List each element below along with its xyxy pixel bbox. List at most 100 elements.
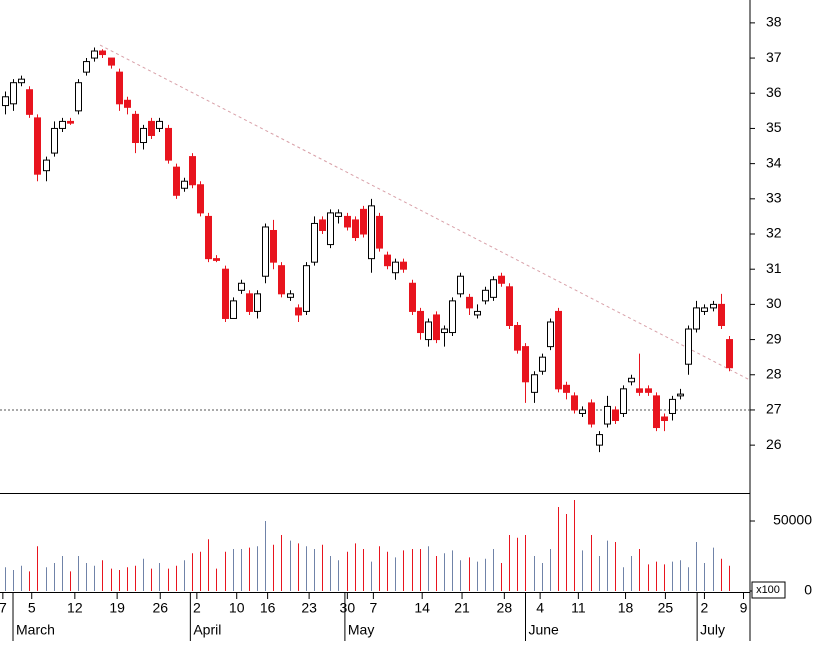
candle-body	[466, 296, 473, 309]
candle-body	[661, 416, 668, 422]
candle-body	[376, 215, 383, 249]
y-tick-label: 33	[766, 190, 782, 206]
candle-body	[645, 388, 652, 393]
candle-body	[490, 279, 497, 298]
candle-body	[295, 307, 302, 316]
candle-body	[498, 275, 505, 284]
x-tick-label: 5	[28, 600, 36, 616]
candle-body	[189, 156, 196, 186]
candle-body	[91, 50, 98, 59]
candle-body	[441, 328, 448, 334]
x-tick-label: 26	[152, 600, 168, 616]
candle-body	[311, 222, 318, 263]
candle-body	[571, 395, 578, 411]
candle-body	[75, 82, 82, 112]
month-label: July	[700, 622, 725, 638]
candle-body	[319, 219, 326, 231]
y-tick-label: 30	[766, 295, 782, 311]
candle-body	[344, 215, 351, 228]
candle-body	[514, 324, 521, 351]
candle-body	[67, 120, 74, 124]
candle-body	[555, 310, 562, 390]
x-tick-label: 2	[701, 600, 709, 616]
candle-body	[140, 127, 147, 144]
x-tick-label: 28	[497, 600, 513, 616]
x-tick-label: 18	[618, 600, 634, 616]
candle-body	[400, 261, 407, 270]
month-label: April	[193, 622, 221, 638]
x-tick-label: 9	[740, 600, 748, 616]
candle-body	[693, 307, 700, 330]
candle-body	[254, 293, 261, 312]
candle-body	[246, 293, 253, 312]
candle-body	[531, 374, 538, 393]
candle-body	[270, 229, 277, 263]
candle-body	[474, 310, 481, 316]
candle-body	[83, 61, 90, 73]
y-tick-label: 29	[766, 330, 782, 346]
month-label: March	[16, 622, 55, 638]
x-tick-label: 19	[109, 600, 125, 616]
candle-body	[327, 212, 334, 246]
candle-body	[108, 57, 115, 66]
candle-body	[409, 282, 416, 312]
candle-body	[522, 346, 529, 383]
candle-body	[262, 226, 269, 277]
candle-body	[287, 293, 294, 298]
candle-body	[352, 219, 359, 239]
x-tick-label: 21	[454, 600, 470, 616]
candle-body	[222, 268, 229, 319]
candle-body	[116, 71, 123, 105]
candle-body	[18, 78, 25, 84]
candle-body	[588, 402, 595, 425]
candle-body	[539, 356, 546, 372]
candle-body	[628, 377, 635, 383]
candle-body	[612, 409, 619, 422]
x-tick-label: 14	[414, 600, 430, 616]
y-tick-label: 0	[804, 582, 812, 598]
candle-body	[360, 208, 367, 235]
candle-body	[425, 321, 432, 341]
x-tick-label: 2	[193, 600, 201, 616]
candle-body	[335, 212, 342, 217]
candle-body	[620, 388, 627, 414]
candle-body	[10, 82, 17, 105]
candle-body	[2, 96, 9, 107]
y-tick-label: 50000	[773, 512, 812, 528]
y-tick-label: 37	[766, 49, 782, 65]
candle-body	[181, 180, 188, 189]
y-tick-label: 32	[766, 225, 782, 241]
y-tick-label: 28	[766, 365, 782, 381]
candle-body	[710, 303, 717, 309]
candle-body	[636, 388, 643, 393]
candle-body	[457, 275, 464, 295]
candle-body	[579, 409, 586, 414]
candle-body	[669, 398, 676, 414]
candle-body	[718, 303, 725, 326]
candle-body	[26, 89, 33, 115]
candle-body	[653, 395, 660, 429]
x-tick-label: 16	[260, 600, 276, 616]
candle-body	[173, 166, 180, 196]
candle-body	[433, 314, 440, 341]
candle-body	[417, 310, 424, 334]
x-tick-label: 11	[571, 600, 586, 616]
candle-body	[506, 286, 513, 326]
y-tick-label: 26	[766, 436, 782, 452]
candle-body	[148, 120, 155, 136]
candle-body	[156, 120, 163, 129]
candle-body	[124, 99, 131, 108]
x-tick-label: 4	[536, 600, 544, 616]
candle-body	[604, 405, 611, 425]
candle-body	[132, 113, 139, 144]
candle-body	[43, 159, 50, 172]
x-tick-label: 7	[369, 600, 377, 616]
candle-body	[384, 254, 391, 267]
y-tick-label: 34	[766, 154, 782, 170]
candle-body	[563, 384, 570, 393]
y-tick-label: 36	[766, 84, 782, 100]
unit-box	[751, 581, 786, 599]
x-tick-label: 30	[340, 600, 356, 616]
candle-body	[303, 265, 310, 312]
